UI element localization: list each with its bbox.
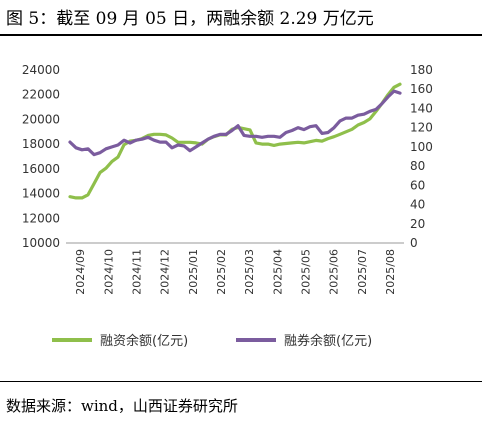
left-tick-label: 16000	[22, 162, 60, 176]
x-tick-label: 2025/02	[215, 249, 228, 295]
x-tick-label: 2025/05	[299, 249, 312, 295]
x-tick-label: 2024/12	[159, 249, 172, 295]
legend-label: 融资余额(亿元)	[100, 333, 188, 349]
left-tick-label: 24000	[22, 63, 60, 77]
left-tick-label: 20000	[22, 112, 60, 126]
left-tick-label: 18000	[22, 137, 60, 151]
series-line-securities-lending	[68, 89, 402, 157]
x-tick-label: 2024/10	[102, 249, 115, 295]
x-tick-label: 2024/11	[130, 249, 143, 295]
right-tick-label: 140	[410, 101, 433, 115]
x-tick-label: 2025/01	[187, 249, 200, 295]
x-tick-label: 2025/07	[356, 249, 369, 295]
figure-title: 图 5：截至 09 月 05 日，两融余额 2.29 万亿元	[6, 9, 374, 29]
left-tick-label: 22000	[22, 88, 60, 102]
legend-label: 融券余额(亿元)	[284, 333, 372, 349]
series-lines	[68, 82, 402, 200]
right-tick-label: 0	[410, 236, 418, 250]
left-tick-label: 12000	[22, 211, 60, 225]
line-chart: 24000 22000 20000 18000 16000 14000 12000 10000…	[22, 63, 433, 349]
source-note: 数据来源：wind，山西证券研究所	[6, 397, 238, 415]
right-tick-label: 80	[410, 159, 425, 173]
left-axis-ticks: 24000 22000 20000 18000 16000 14000 12000 10000	[22, 63, 60, 250]
x-tick-label: 2025/06	[328, 249, 341, 295]
legend: 融资余额(亿元) 融券余额(亿元)	[52, 333, 372, 349]
series-line-financing	[68, 82, 402, 200]
right-tick-label: 40	[410, 198, 425, 212]
x-axis-ticks: 2024/09 2024/10 2024/11 2024/12 2025/01 2025/…	[74, 249, 397, 295]
x-tick-label: 2024/09	[74, 249, 87, 295]
x-tick-label: 2025/03	[243, 249, 256, 295]
right-tick-label: 120	[410, 121, 433, 135]
left-tick-label: 14000	[22, 187, 60, 201]
source-rule	[0, 381, 482, 382]
right-tick-label: 20	[410, 217, 425, 231]
x-tick-label: 2025/04	[271, 249, 284, 295]
right-tick-label: 60	[410, 178, 425, 192]
title-rule	[0, 34, 482, 36]
right-tick-label: 180	[410, 63, 433, 77]
right-tick-label: 160	[410, 82, 433, 96]
right-axis-ticks: 180 160 140 120 100 80 60 40 20 0	[410, 63, 433, 250]
right-tick-label: 100	[410, 140, 433, 154]
left-tick-label: 10000	[22, 236, 60, 250]
x-tick-label: 2025/08	[384, 249, 397, 295]
